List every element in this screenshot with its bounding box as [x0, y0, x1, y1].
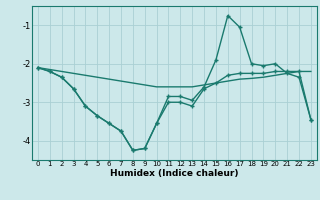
X-axis label: Humidex (Indice chaleur): Humidex (Indice chaleur) [110, 169, 239, 178]
